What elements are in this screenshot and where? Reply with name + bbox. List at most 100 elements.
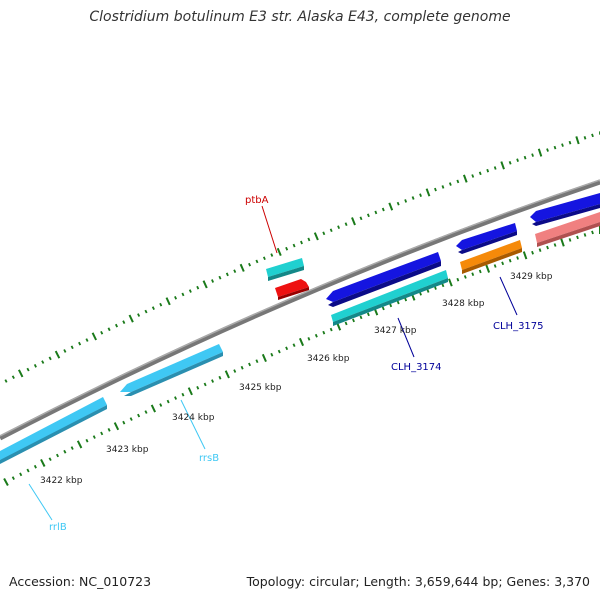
major-tick (448, 278, 453, 287)
outer-tick-ring (4, 131, 600, 383)
feature-CLH-3174[interactable] (331, 270, 448, 326)
minor-tick (359, 216, 363, 221)
minor-tick (129, 417, 133, 421)
tick-label: 3428 kbp (442, 299, 485, 309)
minor-tick (381, 306, 385, 311)
minor-tick (262, 256, 266, 261)
minor-tick (329, 228, 333, 233)
minor-tick (434, 187, 437, 192)
minor-tick (19, 472, 23, 477)
minor-tick (568, 140, 572, 145)
minor-tick (233, 269, 237, 273)
minor-tick (122, 320, 126, 324)
label-CLH-3175: CLH_3175 (493, 321, 544, 332)
minor-tick (546, 148, 549, 152)
minor-tick (144, 309, 148, 314)
feature-rrlB[interactable] (0, 397, 107, 464)
minor-tick (285, 346, 289, 351)
major-tick (150, 404, 157, 413)
minor-tick (248, 262, 252, 267)
minor-tick (508, 160, 512, 165)
tick-label: 3424 kbp (172, 413, 215, 423)
genome-title: Clostridium botulinum E3 str. Alaska E43… (89, 9, 511, 25)
minor-tick (471, 174, 475, 178)
minor-tick (48, 356, 52, 361)
minor-tick (456, 277, 460, 282)
feature-teal-small[interactable] (266, 258, 304, 281)
minor-tick (344, 321, 348, 326)
minor-tick (159, 403, 163, 407)
minor-tick (374, 210, 378, 215)
minor-tick (493, 166, 497, 170)
minor-tick (583, 136, 587, 140)
minor-tick (181, 292, 185, 297)
minor-tick (100, 330, 104, 335)
minor-tick (404, 297, 408, 302)
major-tick (313, 232, 319, 241)
minor-tick (478, 269, 482, 274)
minor-tick (240, 365, 244, 370)
feature-CLH-3174-blue[interactable] (326, 252, 441, 307)
minor-tick (137, 413, 141, 418)
leader-rrsB (180, 399, 206, 450)
minor-tick (531, 250, 534, 255)
feature-right-blue[interactable] (530, 193, 600, 226)
feature-rrsB[interactable] (120, 344, 223, 396)
minor-tick (188, 289, 192, 293)
genome-summary-text: Topology: circular; Length: 3,659,644 bp… (246, 574, 590, 589)
minor-tick (11, 375, 15, 380)
feature-right-pink[interactable] (535, 212, 600, 247)
feature-orange[interactable] (460, 240, 522, 274)
major-tick (522, 251, 528, 260)
minor-tick (225, 272, 229, 277)
minor-tick (546, 245, 549, 250)
tick-label: 3427 kbp (374, 326, 417, 336)
minor-tick (344, 222, 348, 227)
minor-tick (248, 362, 252, 367)
minor-tick (107, 428, 111, 432)
minor-tick (561, 143, 564, 147)
major-tick (76, 440, 83, 449)
feature-CLH-3175[interactable] (456, 223, 517, 254)
tick-label: 3429 kbp (510, 272, 553, 282)
minor-tick (508, 258, 512, 263)
minor-tick (396, 201, 400, 206)
minor-tick (174, 296, 178, 300)
major-tick (575, 136, 580, 145)
minor-tick (270, 352, 274, 357)
major-tick (128, 314, 134, 323)
minor-tick (493, 264, 497, 268)
minor-tick (404, 199, 408, 203)
minor-tick (26, 367, 30, 372)
minor-tick (174, 396, 178, 400)
feature-ptbA[interactable] (275, 279, 309, 300)
minor-tick (33, 464, 37, 469)
minor-tick (396, 300, 400, 305)
major-tick (239, 263, 245, 272)
minor-tick (576, 235, 579, 240)
minor-tick (107, 327, 111, 332)
minor-tick (381, 207, 385, 212)
minor-tick (233, 369, 237, 373)
minor-tick (307, 237, 311, 242)
minor-tick (92, 435, 96, 439)
leader-CLH-3174 (397, 317, 415, 358)
major-tick (261, 353, 267, 363)
minor-tick (255, 359, 259, 364)
minor-tick (322, 231, 326, 236)
major-tick (18, 369, 24, 378)
major-tick (485, 264, 491, 273)
minor-tick (389, 303, 393, 308)
accession-text: Accession: NC_010723 (9, 574, 152, 589)
tick-label: 3422 kbp (40, 476, 83, 486)
minor-tick (48, 457, 52, 462)
minor-tick (292, 343, 296, 347)
minor-tick (553, 145, 557, 150)
minor-tick (285, 246, 289, 251)
minor-tick (63, 349, 67, 353)
minor-tick (78, 341, 82, 346)
major-tick (500, 161, 505, 170)
major-tick (165, 297, 171, 306)
minor-tick (516, 158, 519, 162)
minor-tick (538, 248, 542, 253)
